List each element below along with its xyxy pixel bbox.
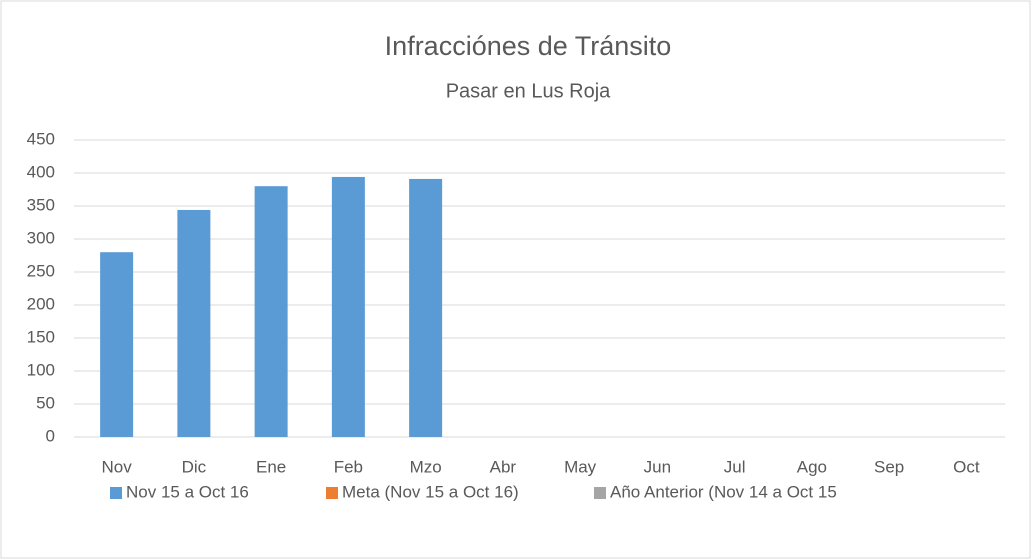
legend-label: Año Anterior (Nov 14 a Oct 15 bbox=[610, 482, 837, 501]
x-tick-label: Sep bbox=[874, 457, 904, 476]
legend-swatch bbox=[594, 487, 606, 499]
x-tick-label: Jul bbox=[724, 457, 746, 476]
x-tick-label: Nov bbox=[102, 457, 133, 476]
x-tick-label: Ene bbox=[256, 457, 286, 476]
legend-label: Meta (Nov 15 a Oct 16) bbox=[342, 482, 519, 501]
x-tick-label: May bbox=[564, 457, 597, 476]
chart-subtitle: Pasar en Lus Roja bbox=[446, 80, 611, 102]
bar bbox=[177, 209, 211, 437]
legend-label: Nov 15 a Oct 16 bbox=[126, 482, 249, 501]
y-tick-label: 300 bbox=[27, 228, 55, 247]
y-tick-label: 450 bbox=[27, 129, 55, 148]
y-tick-label: 0 bbox=[46, 426, 55, 445]
y-tick-label: 100 bbox=[27, 360, 55, 379]
y-tick-label: 400 bbox=[27, 162, 55, 181]
bar bbox=[331, 176, 365, 437]
x-tick-label: Dic bbox=[182, 457, 207, 476]
bar bbox=[409, 178, 443, 437]
legend-swatch bbox=[326, 487, 338, 499]
y-tick-label: 50 bbox=[36, 393, 55, 412]
y-tick-label: 200 bbox=[27, 294, 55, 313]
legend-swatch bbox=[110, 487, 122, 499]
x-tick-label: Mzo bbox=[410, 457, 442, 476]
y-tick-label: 150 bbox=[27, 327, 55, 346]
x-tick-label: Oct bbox=[953, 457, 980, 476]
x-tick-label: Jun bbox=[644, 457, 671, 476]
x-tick-label: Feb bbox=[334, 457, 363, 476]
chart-title: Infracciónes de Tránsito bbox=[385, 31, 672, 61]
bar bbox=[254, 186, 288, 437]
y-tick-label: 250 bbox=[27, 261, 55, 280]
y-tick-label: 350 bbox=[27, 195, 55, 214]
x-tick-label: Ago bbox=[797, 457, 827, 476]
bar bbox=[100, 252, 134, 437]
x-tick-label: Abr bbox=[490, 457, 517, 476]
